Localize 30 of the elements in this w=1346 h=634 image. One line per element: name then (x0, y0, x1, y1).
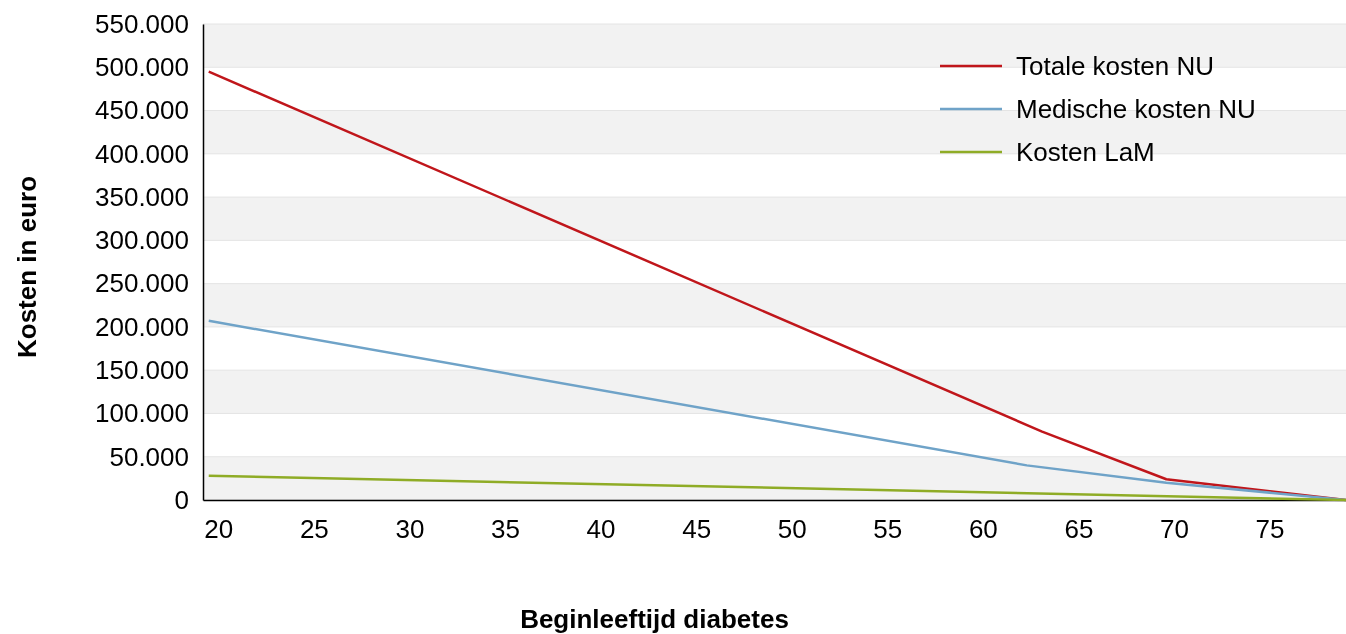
y-tick-label: 550.000 (95, 8, 189, 39)
x-tick-label: 60 (968, 514, 998, 545)
x-tick-label: 20 (204, 514, 234, 545)
y-tick-label: 250.000 (95, 268, 189, 299)
y-tick-label: 100.000 (95, 398, 189, 429)
x-tick-label: 50 (777, 514, 807, 545)
y-tick-label: 300.000 (95, 225, 189, 256)
line-series (207, 319, 1346, 502)
y-axis-title: Kosten in euro (12, 175, 42, 359)
x-tick-label: 75 (1255, 514, 1285, 545)
y-tick-label: 150.000 (95, 355, 189, 385)
y-tick-label: 450.000 (95, 95, 189, 126)
legend-label: Kosten LaM (1016, 137, 1155, 167)
x-tick-label: 65 (1064, 514, 1094, 545)
legend-label: Medische kosten NU (1016, 94, 1256, 124)
x-tick-label: 55 (873, 514, 903, 545)
y-tick-label: 0 (174, 484, 189, 515)
x-tick-label: 45 (682, 514, 712, 545)
x-tick-label: 35 (491, 514, 520, 545)
y-tick-label: 50.000 (109, 441, 189, 472)
x-axis-title: Beginleeftijd diabetes (520, 604, 789, 634)
x-tick-label: 70 (1160, 514, 1189, 545)
legend-label: Totale kosten NU (1016, 51, 1214, 81)
y-tick-label: 400.000 (95, 138, 189, 169)
x-tick-label: 25 (299, 514, 329, 545)
y-tick-label: 500.000 (95, 52, 189, 83)
x-tick-label: 30 (395, 514, 425, 545)
y-tick-label: 200.000 (95, 311, 189, 342)
x-tick-label: 40 (586, 514, 616, 545)
y-tick-label: 350.000 (95, 181, 189, 212)
